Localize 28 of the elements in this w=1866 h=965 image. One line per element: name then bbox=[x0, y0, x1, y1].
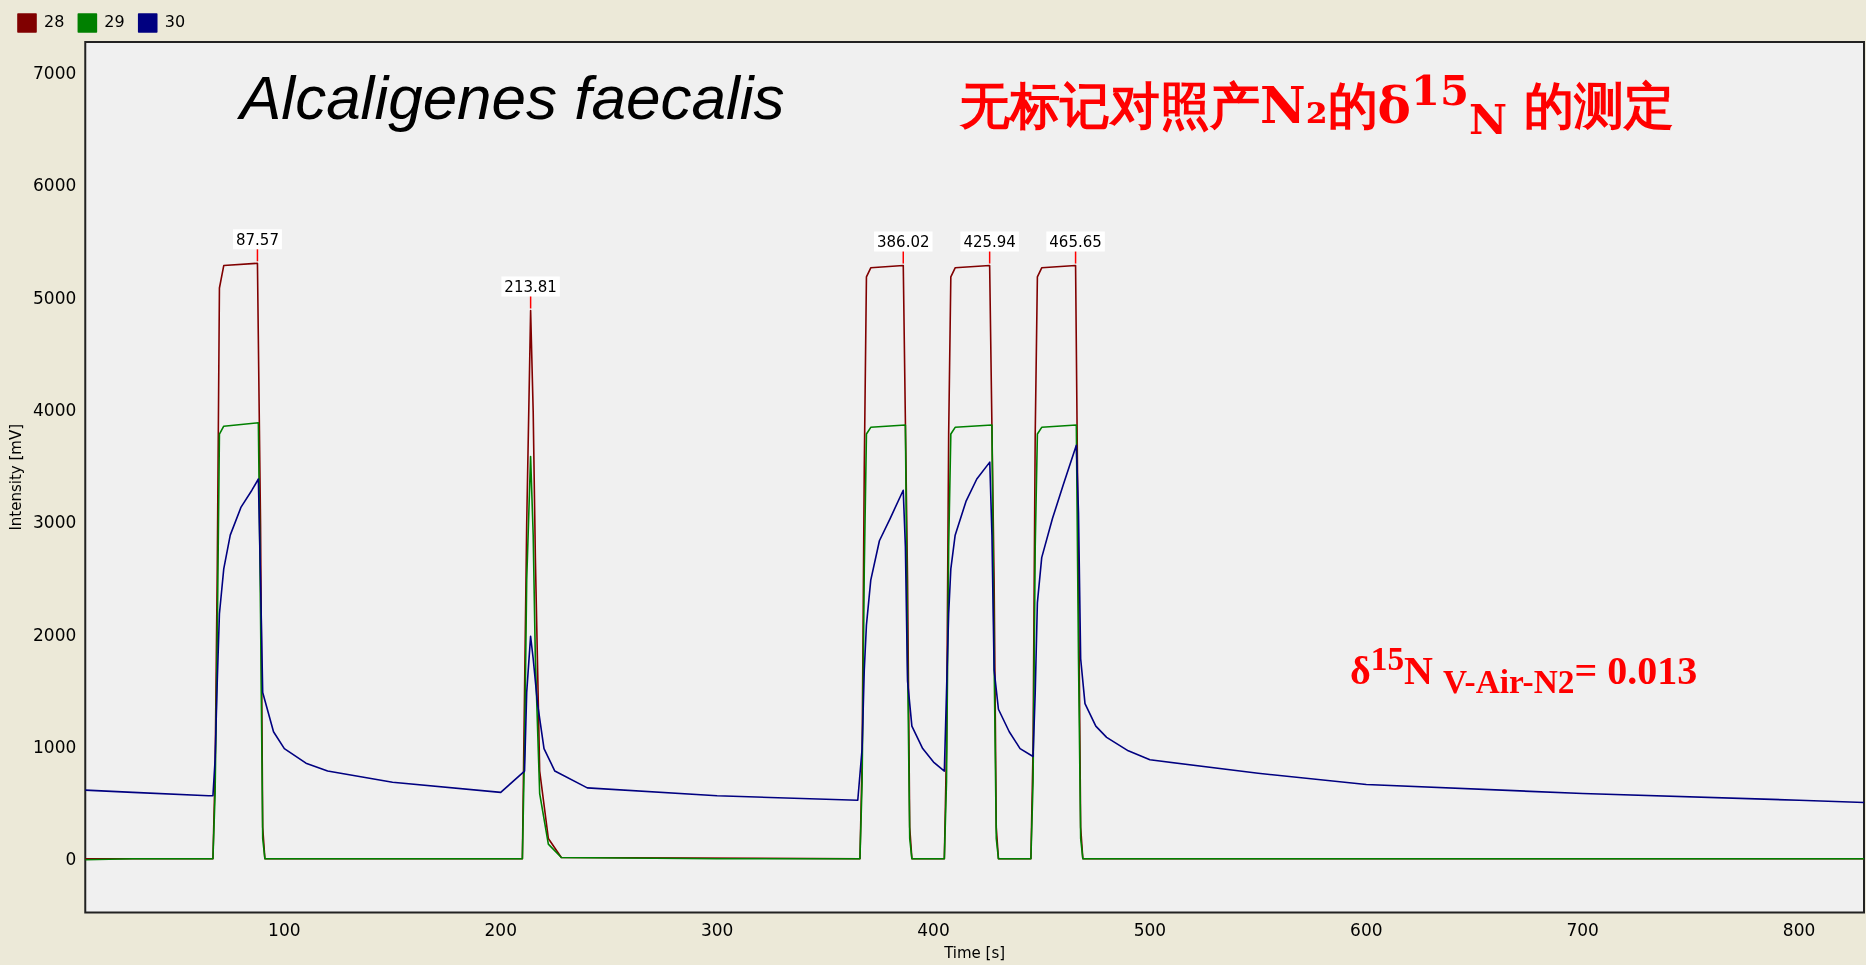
y-tick-label: 7000 bbox=[33, 63, 77, 83]
x-tick-label: 800 bbox=[1782, 920, 1816, 941]
annotation: 87.57 bbox=[235, 230, 279, 249]
x-tick-label: 700 bbox=[1566, 920, 1599, 941]
text: 无标记对照产N₂的δ$^{15}$$_{N}$ 的测定 bbox=[960, 66, 1675, 144]
annotation: 425.94 bbox=[963, 232, 1016, 251]
y-tick-label: 2000 bbox=[33, 624, 77, 645]
annotation: 386.02 bbox=[877, 232, 930, 251]
y-axis-title: Intensity [mV] bbox=[6, 423, 25, 531]
y-tick-label: 3000 bbox=[33, 512, 77, 533]
annotation: 465.65 bbox=[1049, 232, 1102, 251]
y-tick-label: 5000 bbox=[33, 287, 77, 308]
y-tick-label: 0 bbox=[65, 849, 77, 870]
annotation: δ$^{15}$N $_{V-Air-N2}$= 0.013 bbox=[1350, 640, 1698, 702]
legend-label: 29 bbox=[104, 12, 125, 32]
annotation: 213.81 bbox=[504, 277, 557, 296]
y-tick-label: 4000 bbox=[33, 400, 77, 421]
legend-label: 30 bbox=[164, 12, 186, 32]
x-tick-label: 500 bbox=[1133, 920, 1167, 941]
x-tick-label: 100 bbox=[268, 920, 301, 941]
legend-label: 28 bbox=[44, 12, 65, 32]
x-tick-label: 600 bbox=[1350, 920, 1383, 941]
y-tick-label: 6000 bbox=[33, 175, 77, 196]
x-tick-label: 300 bbox=[700, 920, 734, 941]
x-tick-label: 400 bbox=[917, 920, 950, 941]
y-tick-label: 1000 bbox=[33, 737, 77, 758]
x-tick-label: 200 bbox=[484, 920, 517, 941]
x-axis-title: Time [s] bbox=[943, 943, 1006, 962]
